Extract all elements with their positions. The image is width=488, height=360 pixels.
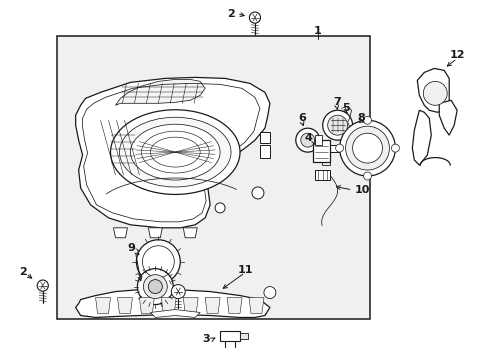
Bar <box>57 36 369 319</box>
Polygon shape <box>321 145 339 152</box>
Text: 6: 6 <box>297 113 305 123</box>
Polygon shape <box>416 68 448 112</box>
Circle shape <box>295 128 319 152</box>
Polygon shape <box>76 77 269 228</box>
Text: 5: 5 <box>341 103 349 113</box>
Ellipse shape <box>119 117 230 187</box>
Circle shape <box>390 144 399 152</box>
Text: 7: 7 <box>332 97 340 107</box>
Circle shape <box>249 12 260 23</box>
Polygon shape <box>76 289 269 318</box>
Polygon shape <box>314 135 321 145</box>
Text: 3: 3 <box>202 334 210 345</box>
Text: 10: 10 <box>354 185 369 195</box>
Polygon shape <box>150 310 200 318</box>
Circle shape <box>137 269 173 305</box>
Circle shape <box>215 203 224 213</box>
Polygon shape <box>161 298 176 314</box>
Polygon shape <box>312 140 329 162</box>
Text: 1: 1 <box>313 26 321 36</box>
Circle shape <box>264 287 275 298</box>
Circle shape <box>423 81 447 105</box>
Text: 2: 2 <box>19 267 27 276</box>
Polygon shape <box>226 298 242 314</box>
Ellipse shape <box>130 124 220 180</box>
Polygon shape <box>411 110 430 165</box>
Circle shape <box>363 116 371 124</box>
Polygon shape <box>248 298 264 314</box>
Circle shape <box>148 280 162 293</box>
Polygon shape <box>438 100 456 135</box>
Circle shape <box>327 115 347 135</box>
Polygon shape <box>95 298 110 314</box>
Text: 2: 2 <box>227 9 235 19</box>
Circle shape <box>339 120 395 176</box>
Text: 9: 9 <box>127 243 135 253</box>
Polygon shape <box>148 228 162 238</box>
Circle shape <box>363 172 371 180</box>
Polygon shape <box>205 298 220 314</box>
Ellipse shape <box>110 110 240 194</box>
Polygon shape <box>183 228 197 238</box>
Circle shape <box>300 133 314 147</box>
Circle shape <box>136 240 180 284</box>
Polygon shape <box>240 333 247 339</box>
Text: 4: 4 <box>304 133 312 143</box>
Circle shape <box>335 144 343 152</box>
Circle shape <box>251 187 264 199</box>
Polygon shape <box>183 298 198 314</box>
Polygon shape <box>314 170 329 180</box>
Polygon shape <box>139 298 154 314</box>
Circle shape <box>352 133 382 163</box>
Text: 12: 12 <box>448 50 464 60</box>
Circle shape <box>345 126 388 170</box>
Circle shape <box>143 275 167 298</box>
Polygon shape <box>115 80 205 105</box>
Polygon shape <box>220 332 240 341</box>
Text: 8: 8 <box>357 113 365 123</box>
Circle shape <box>322 110 352 140</box>
Circle shape <box>37 280 48 291</box>
Circle shape <box>171 285 185 298</box>
Text: 11: 11 <box>237 265 252 275</box>
Polygon shape <box>117 298 132 314</box>
Polygon shape <box>113 228 127 238</box>
Polygon shape <box>260 145 269 158</box>
Polygon shape <box>260 132 269 143</box>
